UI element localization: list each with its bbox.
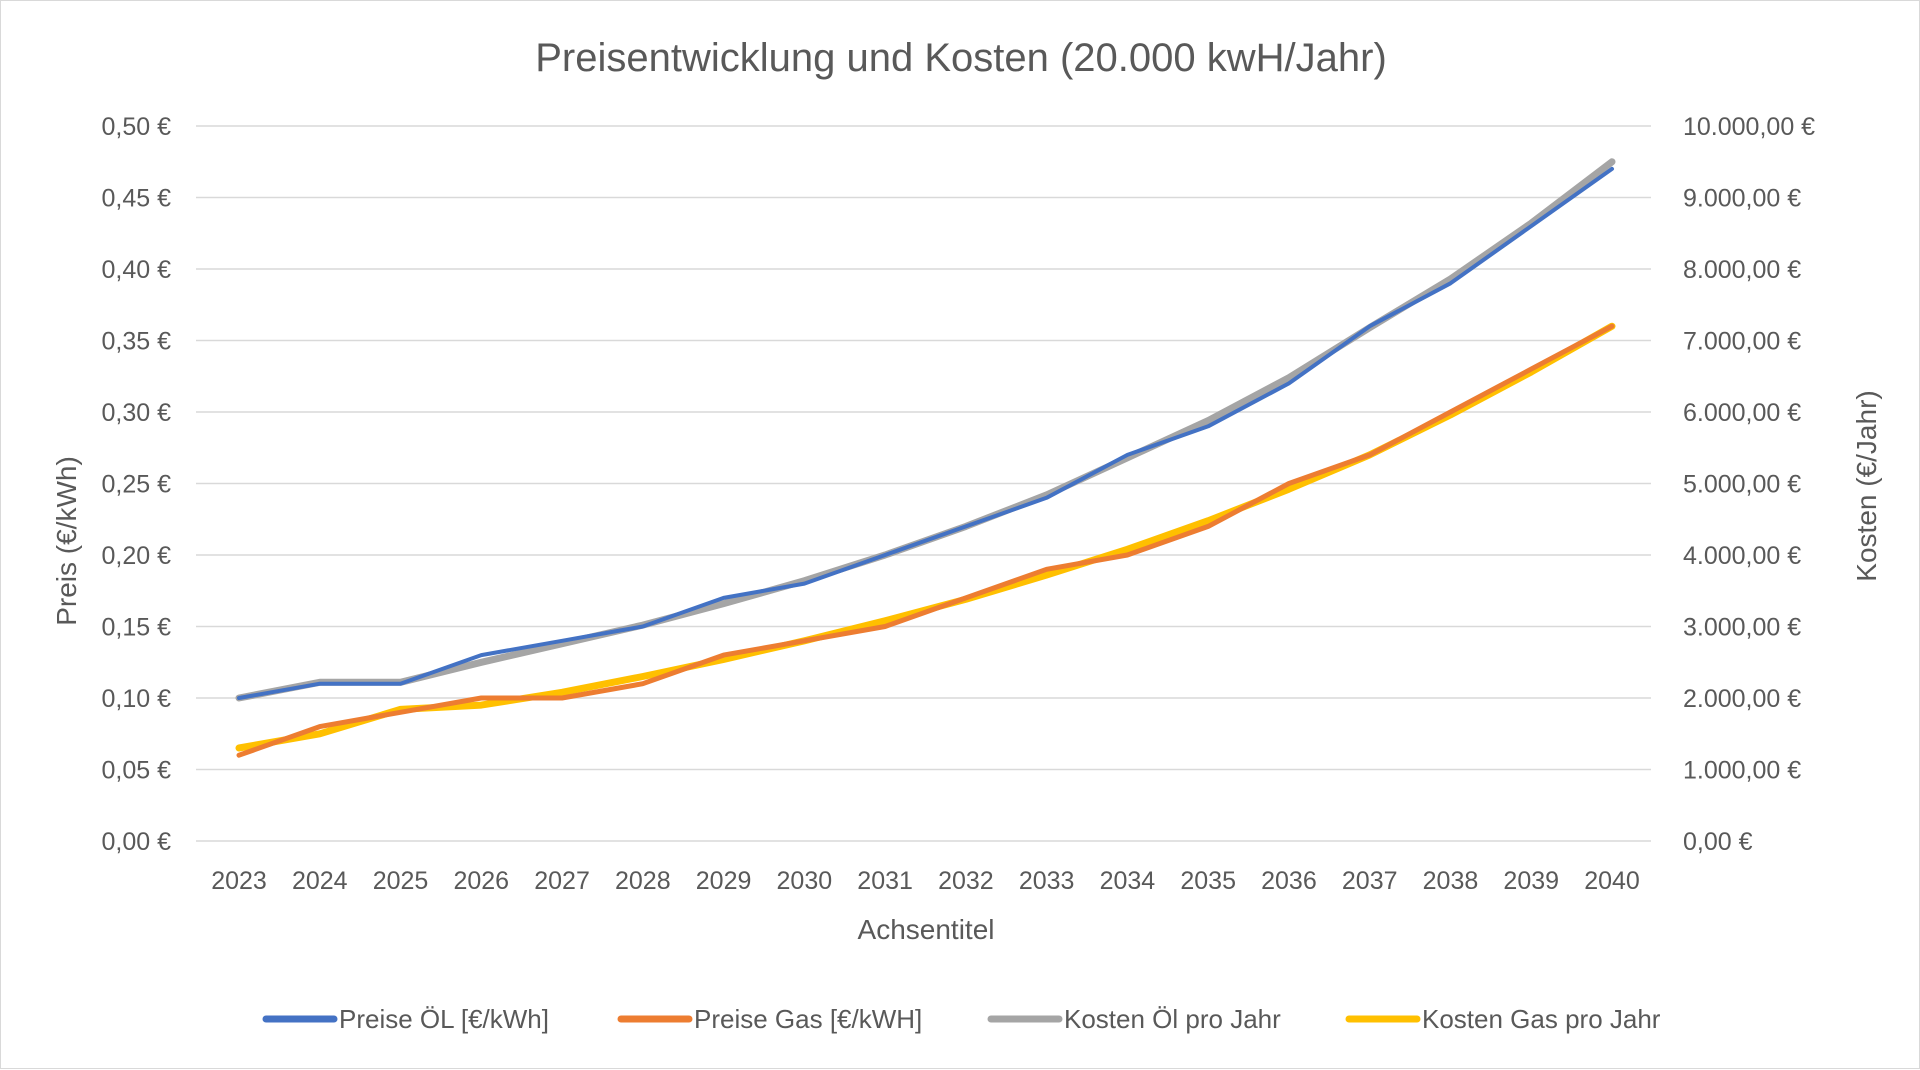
x-tick-label: 2033 xyxy=(1019,867,1075,895)
x-tick-label: 2029 xyxy=(696,867,752,895)
legend: Preise ÖL [€/kWh] Preise Gas [€/kWH] Koste… xyxy=(262,1004,1661,1034)
x-tick-label: 2024 xyxy=(292,867,348,895)
right-tick-label: 1.000,00 € xyxy=(1683,757,1801,785)
right-axis-ticks: 0,00 € 1.000,00 € 2.000,00 € 3.000,00 € 4.00… xyxy=(1683,113,1815,856)
x-tick-label: 2036 xyxy=(1261,867,1317,895)
left-tick-label: 0,10 € xyxy=(101,685,171,713)
left-tick-label: 0,05 € xyxy=(101,757,171,785)
x-tick-label: 2030 xyxy=(777,867,833,895)
x-axis-title: Achsentitel xyxy=(858,914,995,945)
legend-label: Preise Gas [€/kWH] xyxy=(694,1004,922,1034)
left-tick-label: 0,25 € xyxy=(101,471,171,499)
right-tick-label: 3.000,00 € xyxy=(1683,614,1801,642)
right-tick-label: 6.000,00 € xyxy=(1683,399,1801,427)
right-axis-title: Kosten (€/Jahr) xyxy=(1851,390,1882,581)
x-tick-label: 2035 xyxy=(1180,867,1236,895)
left-tick-label: 0,00 € xyxy=(101,828,171,856)
x-tick-label: 2026 xyxy=(453,867,509,895)
series-line-3 xyxy=(235,158,1616,702)
right-tick-label: 7.000,00 € xyxy=(1683,328,1801,356)
series-line-2 xyxy=(236,323,1615,758)
left-axis-ticks: 0,00 € 0,05 € 0,10 € 0,15 € 0,20 € 0,25 € 0,30… xyxy=(101,113,171,856)
left-tick-label: 0,35 € xyxy=(101,328,171,356)
right-tick-label: 2.000,00 € xyxy=(1683,685,1801,713)
x-tick-label: 2038 xyxy=(1423,867,1479,895)
x-tick-label: 2039 xyxy=(1503,867,1559,895)
left-tick-label: 0,15 € xyxy=(101,614,171,642)
x-tick-label: 2028 xyxy=(615,867,671,895)
gridlines xyxy=(196,125,1651,842)
legend-label: Kosten Gas pro Jahr xyxy=(1422,1004,1661,1034)
right-tick-label: 8.000,00 € xyxy=(1683,256,1801,284)
legend-label: Preise ÖL [€/kWh] xyxy=(339,1004,549,1034)
right-tick-label: 0,00 € xyxy=(1683,828,1753,856)
x-tick-label: 2023 xyxy=(211,867,267,895)
left-tick-label: 0,50 € xyxy=(101,113,171,141)
x-tick-label: 2031 xyxy=(857,867,913,895)
x-tick-label: 2037 xyxy=(1342,867,1398,895)
x-tick-label: 2034 xyxy=(1100,867,1156,895)
series-lines xyxy=(235,158,1616,758)
right-tick-label: 4.000,00 € xyxy=(1683,542,1801,570)
right-tick-label: 9.000,00 € xyxy=(1683,185,1801,213)
x-tick-label: 2040 xyxy=(1584,867,1640,895)
left-tick-label: 0,30 € xyxy=(101,399,171,427)
left-tick-label: 0,45 € xyxy=(101,185,171,213)
chart-title: Preisentwicklung und Kosten (20.000 kwH/… xyxy=(535,36,1387,80)
series-line-1-overlay xyxy=(237,167,1614,700)
x-tick-label: 2025 xyxy=(373,867,429,895)
x-tick-label: 2032 xyxy=(938,867,994,895)
x-axis-ticks: 2023 2024 2025 2026 2027 2028 2029 2030 2031 2032… xyxy=(211,867,1640,895)
left-tick-label: 0,40 € xyxy=(101,256,171,284)
right-tick-label: 5.000,00 € xyxy=(1683,471,1801,499)
left-axis-title: Preis (€/kWh) xyxy=(51,456,82,626)
right-tick-label: 10.000,00 € xyxy=(1683,113,1815,141)
left-tick-label: 0,20 € xyxy=(101,542,171,570)
legend-label: Kosten Öl pro Jahr xyxy=(1064,1004,1281,1034)
x-tick-label: 2027 xyxy=(534,867,590,895)
